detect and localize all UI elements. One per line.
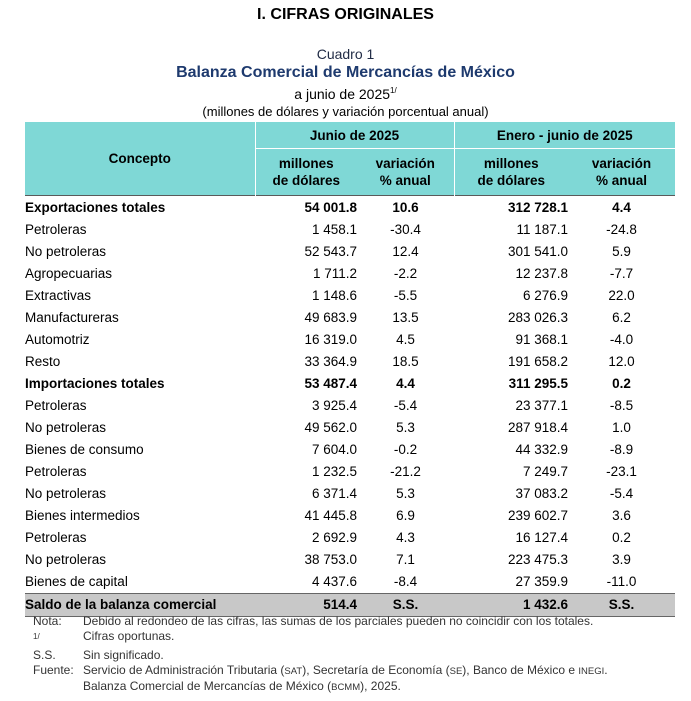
source-label: Fuente: [33,663,74,677]
ss-label: S.S. [33,648,56,662]
table-title: Balanza Comercial de Mercancías de Méxic… [176,64,515,81]
table-row: Petroleras 2 692.9 4.3 16 127.4 0.2 [25,530,631,546]
table-notes: Nota: Debido al redondeo de las cifras, … [33,614,608,695]
table-row: Exportaciones totales 54 001.8 10.6 312 728… [25,195,675,219]
section-title: I. CIFRAS ORIGINALES [257,6,434,23]
header-june-variation: variación% anual [357,148,454,196]
source-text: Servicio de Administración Tributaria (S… [83,663,608,677]
note-ss: S.S. Sin significado. [33,648,608,663]
table-units: (millones de dólares y variación porcent… [202,104,489,119]
note-label: Nota: [33,614,62,628]
table-row: No petroleras 38 753.0 7.1 223 475.3 3.9 [25,552,631,568]
header-ytd-millions: millones de dólares [453,148,568,196]
note-footnote-1: 1/ Cifras oportunas. [33,629,608,648]
table-row: Petroleras 1 458.1 -30.4 11 187.1 -24.8 [25,221,637,237]
period-footnote-ref: 1/ [390,86,397,95]
table-row-total: Saldo de la balanza comercial 514.4 S.S. 1 … [25,592,675,617]
table-period: a junio de 20251/ [0,86,691,102]
table-row: Extractivas 1 148.6 -5.5 6 276.9 22.0 [25,287,635,303]
header-jan-jun-2025: Enero - junio de 2025 [453,122,675,149]
header-ytd-variation: variación% anual [568,148,675,196]
header-row-columns: millones de dólares variación% anual mill… [25,148,675,196]
table-row: No petroleras 52 543.7 12.4 301 541.0 5.9 [25,243,631,259]
footnote-text: Cifras oportunas. [83,629,175,643]
header-concept: Concepto [25,122,255,196]
table-row: No petroleras 6 371.4 5.3 37 083.2 -5.4 [25,486,634,502]
source-text-2: Balanza Comercial de Mercancías de Méxic… [83,679,401,693]
table-row: Agropecuarias 1 711.2 -2.2 12 237.8 -7.7 [25,265,634,281]
ss-text: Sin significado. [83,648,164,662]
table-row: Manufactureras 49 683.9 13.5 283 026.3 6.2 [25,309,631,325]
header-row-groups: Concepto Junio de 2025 Enero - junio de … [25,122,675,196]
table-row: Resto 33 364.9 18.5 191 658.2 12.0 [25,353,635,369]
table-row: Bienes intermedios 41 445.8 6.9 239 602.7 3.… [25,508,631,524]
table-row: Petroleras 1 232.5 -21.2 7 249.7 -23.1 [25,464,637,480]
table-number: Cuadro 1 [316,46,375,62]
note-source: Fuente: Servicio de Administración Tribu… [33,663,608,679]
footnote-label: 1/ [33,632,40,641]
table-row: Bienes de consumo 7 604.0 -0.2 44 332.9 -8.9 [25,442,634,458]
table-row: Importaciones totales 53 487.4 4.4 311 295.… [25,375,631,391]
trade-balance-table: Concepto Junio de 2025 Enero - junio de … [25,122,675,617]
note-text: Debido al redondeo de las cifras, las su… [83,614,594,628]
note-rounding: Nota: Debido al redondeo de las cifras, … [33,614,608,629]
header-june-2025: Junio de 2025 [254,122,454,149]
table-row: No petroleras 49 562.0 5.3 287 918.4 1.0 [25,419,631,435]
note-source-line2: Balanza Comercial de Mercancías de Méxic… [33,679,608,695]
table-row: Automotriz 16 319.0 4.5 91 368.1 -4.0 [25,331,634,347]
table-row: Bienes de capital 4 437.6 -8.4 27 359.9 -11.… [25,574,637,590]
period-text: a junio de 2025 [294,86,391,102]
header-june-millions: millones de dólares [254,148,357,196]
table-row: Petroleras 3 925.4 -5.4 23 377.1 -8.5 [25,397,634,413]
